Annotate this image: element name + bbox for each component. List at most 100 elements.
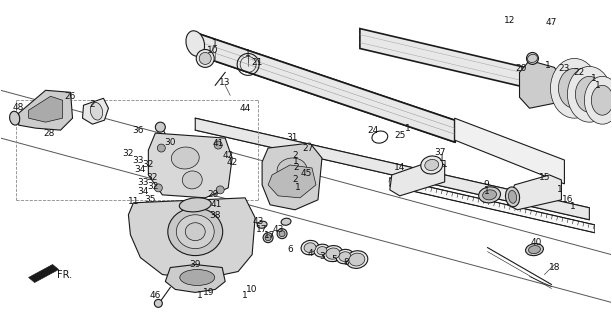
Ellipse shape	[186, 31, 204, 56]
Text: 1: 1	[245, 49, 251, 58]
Ellipse shape	[10, 111, 20, 125]
Ellipse shape	[301, 240, 319, 255]
Ellipse shape	[591, 85, 612, 115]
Text: 2: 2	[90, 100, 95, 109]
Circle shape	[214, 141, 222, 149]
Text: 44: 44	[239, 104, 251, 113]
Text: 12: 12	[504, 16, 515, 25]
Polygon shape	[29, 265, 59, 283]
Ellipse shape	[168, 208, 223, 256]
Ellipse shape	[509, 190, 517, 203]
Ellipse shape	[346, 251, 368, 268]
Polygon shape	[268, 165, 316, 198]
Ellipse shape	[349, 253, 365, 266]
Circle shape	[263, 233, 273, 243]
Ellipse shape	[200, 52, 211, 64]
Ellipse shape	[182, 171, 202, 189]
Text: 1: 1	[594, 81, 600, 90]
Ellipse shape	[314, 244, 330, 257]
Text: 42: 42	[223, 150, 234, 160]
Ellipse shape	[281, 218, 291, 225]
Text: 5: 5	[331, 255, 337, 264]
Text: 40: 40	[531, 238, 542, 247]
Text: 1: 1	[212, 39, 218, 48]
Ellipse shape	[483, 190, 496, 200]
Polygon shape	[129, 198, 255, 279]
Text: 3: 3	[319, 252, 325, 261]
Ellipse shape	[479, 187, 501, 203]
Text: 41: 41	[211, 200, 222, 209]
Text: 17: 17	[256, 225, 268, 234]
Polygon shape	[18, 90, 73, 130]
Polygon shape	[165, 265, 225, 292]
Ellipse shape	[326, 248, 340, 259]
Text: 41: 41	[212, 139, 224, 148]
Ellipse shape	[339, 252, 351, 261]
Ellipse shape	[529, 245, 540, 254]
Text: 10: 10	[206, 46, 218, 55]
Text: 1: 1	[556, 185, 562, 194]
Ellipse shape	[550, 59, 599, 118]
Text: 35: 35	[144, 195, 156, 204]
Circle shape	[155, 122, 165, 132]
Text: 23: 23	[559, 64, 570, 73]
Text: 2: 2	[293, 164, 299, 172]
Ellipse shape	[425, 159, 439, 171]
Text: 43: 43	[252, 217, 264, 226]
Text: 9: 9	[483, 180, 490, 189]
Circle shape	[154, 184, 162, 192]
Text: 32: 32	[143, 160, 154, 170]
Polygon shape	[507, 175, 561, 210]
Text: 46: 46	[150, 291, 161, 300]
Text: 42: 42	[226, 158, 238, 167]
Text: 1: 1	[439, 154, 444, 163]
Text: 6: 6	[287, 245, 293, 254]
Text: 43: 43	[272, 225, 284, 234]
Polygon shape	[195, 118, 589, 220]
Text: FR.: FR.	[57, 270, 72, 281]
Circle shape	[279, 231, 285, 237]
Text: 1: 1	[293, 157, 299, 166]
Polygon shape	[390, 178, 594, 233]
Polygon shape	[360, 28, 529, 88]
Polygon shape	[455, 118, 564, 184]
Ellipse shape	[558, 68, 591, 108]
Text: 17: 17	[264, 231, 276, 240]
Text: 30: 30	[165, 138, 176, 147]
Text: 28: 28	[43, 129, 54, 138]
Ellipse shape	[196, 50, 214, 68]
Text: 10: 10	[247, 285, 258, 294]
Ellipse shape	[506, 187, 520, 207]
Text: 1: 1	[442, 160, 447, 170]
Ellipse shape	[176, 215, 214, 249]
Ellipse shape	[336, 249, 354, 264]
Text: 32: 32	[147, 173, 158, 182]
Text: 27: 27	[302, 144, 314, 153]
Text: 37: 37	[434, 148, 446, 156]
Circle shape	[277, 229, 287, 239]
Polygon shape	[148, 133, 232, 198]
Text: 2: 2	[292, 150, 298, 160]
Text: 14: 14	[394, 164, 406, 172]
Polygon shape	[520, 60, 561, 108]
Circle shape	[526, 52, 539, 64]
Polygon shape	[262, 143, 322, 210]
Text: 47: 47	[546, 18, 557, 27]
Text: 32: 32	[123, 148, 134, 157]
Text: 36: 36	[133, 126, 144, 135]
Text: 21: 21	[252, 58, 263, 67]
Text: 38: 38	[209, 211, 221, 220]
Circle shape	[216, 186, 224, 194]
Text: 39: 39	[190, 260, 201, 269]
Text: 8: 8	[343, 258, 349, 267]
Ellipse shape	[179, 198, 211, 212]
Ellipse shape	[304, 243, 316, 252]
Ellipse shape	[171, 147, 200, 169]
Text: 1: 1	[197, 291, 203, 300]
Text: 33: 33	[133, 156, 144, 165]
Ellipse shape	[421, 156, 442, 174]
Text: 1: 1	[405, 124, 411, 132]
Text: 48: 48	[13, 103, 24, 112]
Text: 22: 22	[574, 68, 585, 77]
Ellipse shape	[91, 102, 103, 120]
